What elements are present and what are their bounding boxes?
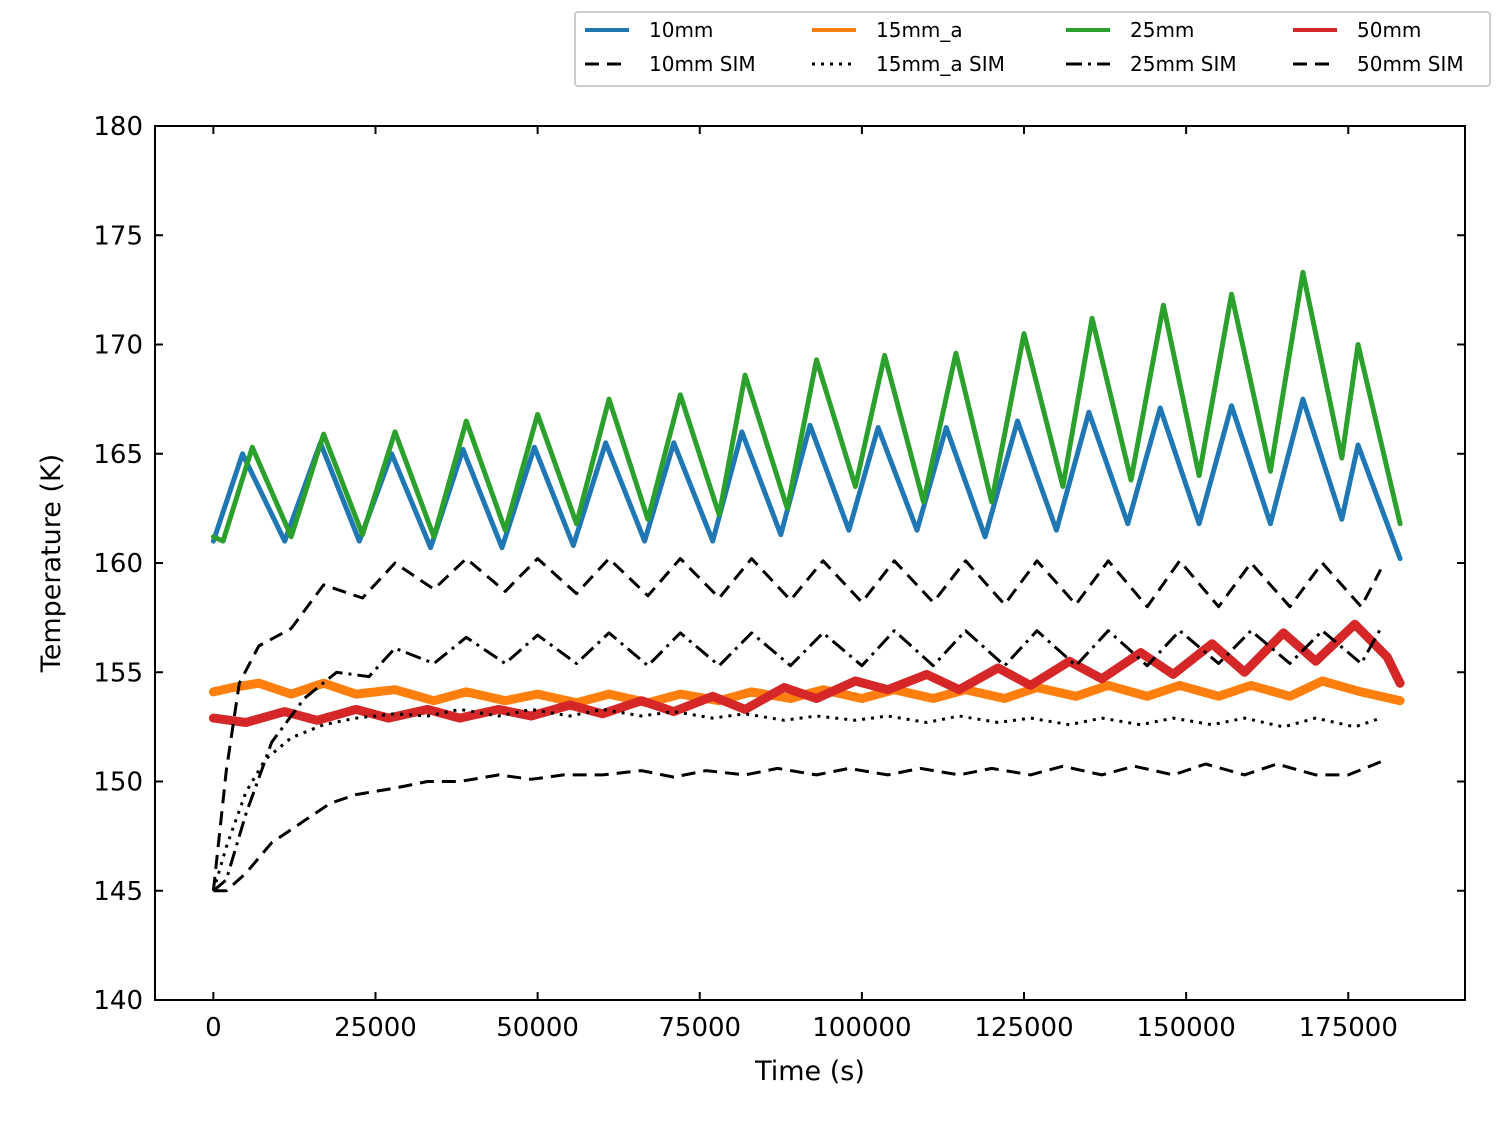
x-axis-label: Time (s) bbox=[754, 1056, 865, 1087]
legend-label: 15mm_a SIM bbox=[876, 52, 1005, 76]
legend: 10mm 15mm_a 25mm 50mm 10mm SIM 15mm_a SIM 25mm… bbox=[574, 11, 1491, 87]
y-tick-label: 175 bbox=[93, 221, 143, 251]
legend-label: 25mm SIM bbox=[1130, 52, 1237, 76]
y-tick-label: 145 bbox=[93, 877, 143, 907]
x-tick-label: 50000 bbox=[496, 1013, 579, 1043]
y-tick-label: 170 bbox=[93, 331, 143, 361]
legend-label: 50mm SIM bbox=[1357, 52, 1464, 76]
series-line-50mm-sim bbox=[211, 557, 1383, 891]
x-tick-label: 75000 bbox=[658, 1013, 741, 1043]
x-tick-label: 0 bbox=[205, 1013, 222, 1043]
y-axis: 140 145 150 155 160 165 170 175 180 bbox=[93, 112, 1465, 1016]
legend-label: 10mm bbox=[649, 18, 713, 42]
x-tick-label: 25000 bbox=[334, 1013, 417, 1043]
series-line-10mm bbox=[210, 396, 1403, 562]
series-line-25mm-sim bbox=[212, 627, 1383, 892]
legend-label: 15mm_a bbox=[876, 18, 963, 42]
x-axis: 0 25000 50000 75000 100000 125000 150000 175000 bbox=[205, 126, 1398, 1043]
y-tick-label: 150 bbox=[93, 768, 143, 798]
y-axis-label: Temperature (K) bbox=[36, 454, 67, 673]
series-line-15mm-a-sim bbox=[211, 707, 1382, 892]
legend-label: 10mm SIM bbox=[649, 52, 756, 76]
y-tick-label: 180 bbox=[93, 112, 143, 142]
y-tick-label: 165 bbox=[93, 440, 143, 470]
series-line-10mm-sim bbox=[213, 760, 1382, 893]
x-tick-label: 175000 bbox=[1299, 1013, 1398, 1043]
series-line-50mm bbox=[208, 619, 1405, 727]
series-line-15mm-a bbox=[208, 676, 1405, 708]
series-layer bbox=[208, 269, 1405, 893]
x-tick-label: 100000 bbox=[812, 1013, 911, 1043]
legend-label: 50mm bbox=[1357, 18, 1421, 42]
y-tick-label: 155 bbox=[93, 658, 143, 688]
y-tick-label: 160 bbox=[93, 549, 143, 579]
plot-frame bbox=[154, 125, 1466, 1001]
x-tick-label: 150000 bbox=[1137, 1013, 1236, 1043]
legend-label: 25mm bbox=[1130, 18, 1194, 42]
series-line-25mm bbox=[210, 269, 1403, 544]
y-tick-label: 140 bbox=[93, 986, 143, 1016]
x-tick-label: 125000 bbox=[974, 1013, 1073, 1043]
legend-box bbox=[574, 11, 1491, 87]
